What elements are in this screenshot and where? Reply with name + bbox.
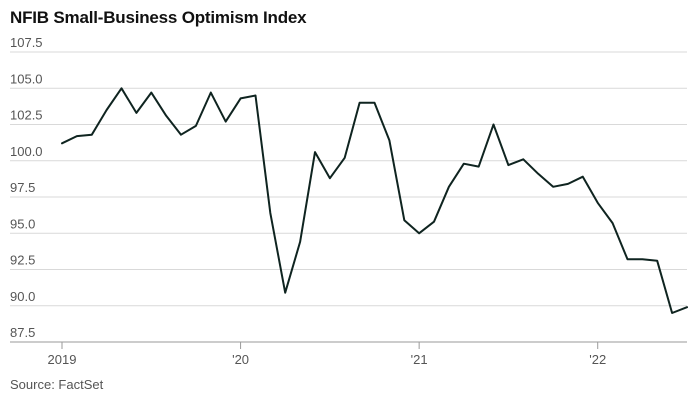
x-axis-tick-labels: 2019 '20 '21 '22 xyxy=(48,342,606,367)
y-tick-label: 90.0 xyxy=(10,289,35,304)
y-tick-label: 92.5 xyxy=(10,253,35,268)
series-line xyxy=(61,87,688,314)
y-axis-tick-labels: 107.5 105.0 102.5 100.0 97.5 95.0 92.5 90.0 87.5 xyxy=(10,35,43,340)
x-tick-label: 2019 xyxy=(48,352,77,367)
grid-lines xyxy=(10,51,687,307)
x-tick-label: '22 xyxy=(589,352,606,367)
y-tick-label: 95.0 xyxy=(10,216,35,231)
chart-title: NFIB Small-Business Optimism Index xyxy=(10,8,307,27)
y-tick-label: 97.5 xyxy=(10,180,35,195)
y-tick-label: 100.0 xyxy=(10,144,43,159)
x-tick-label: '20 xyxy=(232,352,249,367)
y-tick-label: 105.0 xyxy=(10,71,43,86)
y-tick-label: 87.5 xyxy=(10,325,35,340)
y-tick-label: 102.5 xyxy=(10,108,43,123)
series-line-layer xyxy=(61,87,688,314)
source-note: Source: FactSet xyxy=(10,377,104,392)
y-tick-label: 107.5 xyxy=(10,35,43,50)
x-tick-label: '21 xyxy=(411,352,428,367)
